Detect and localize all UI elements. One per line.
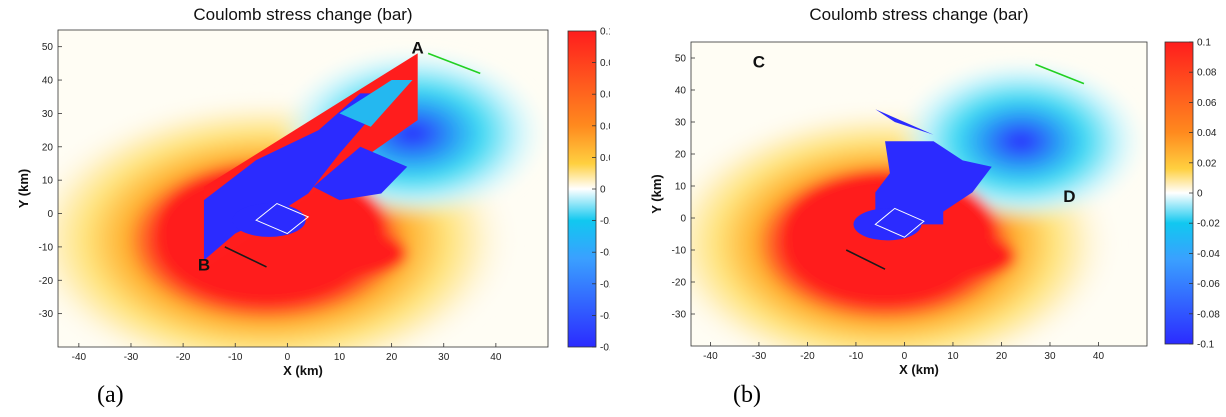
- colorbar-tick-label: -0.06: [1197, 279, 1220, 290]
- x-tick-label: 30: [1044, 351, 1056, 362]
- x-tick-label: -30: [752, 351, 767, 362]
- panel-a: A B Coulomb stress change (bar) -40 -30 -20 -1…: [0, 0, 623, 412]
- rupture-patch: [232, 203, 306, 237]
- colorbar-tick-label: -0.08: [600, 311, 610, 322]
- y-axis-label: Y (km): [16, 169, 31, 209]
- y-tick-label: 50: [675, 54, 687, 65]
- y-tick-label: -20: [672, 278, 687, 289]
- panel-a-caption: (a): [97, 382, 124, 408]
- y-tick-label: -30: [39, 309, 54, 320]
- x-tick-label: 0: [285, 352, 291, 363]
- colorbar-tick-label: 0.1: [1197, 38, 1211, 49]
- x-tick-label: 20: [996, 351, 1008, 362]
- x-tick-label: 10: [947, 351, 959, 362]
- fault-line-1: [1035, 63, 1085, 85]
- y-tick-label: 40: [42, 76, 54, 87]
- y-tick-label: 30: [675, 118, 687, 129]
- plot-frame: [57, 29, 549, 348]
- colorbar-tick-label: 0: [600, 185, 606, 196]
- x-tick-label: 0: [902, 351, 908, 362]
- section-point-D: D: [1063, 187, 1075, 206]
- colorbar-tick-label: -0.02: [600, 216, 610, 227]
- section-point-C: C: [753, 53, 765, 72]
- colorbar: [567, 30, 597, 348]
- y-tick-label: 10: [42, 176, 54, 187]
- coulomb-stress-map-b: C D Coulomb stress change (bar) -40 -30 -20 -1…: [649, 5, 1220, 377]
- y-tick-label: 30: [42, 109, 54, 120]
- colorbar-tick-label: -0.04: [600, 248, 610, 259]
- positive-core-east: [303, 230, 408, 277]
- y-tick-label: 20: [42, 142, 54, 153]
- fault-line-2: [845, 249, 886, 270]
- y-tick-label: 0: [47, 209, 53, 220]
- x-tick-label: 10: [334, 352, 346, 363]
- colorbar-tick-label: -0.08: [1197, 309, 1220, 320]
- colorbar-tick-label: 0.08: [1197, 68, 1217, 79]
- fault-plane-outline: [255, 202, 310, 235]
- colorbar-tick-label: 0.02: [1197, 158, 1217, 169]
- y-tick-label: 50: [42, 42, 54, 53]
- colorbar-tick-label: 0.04: [1197, 128, 1217, 139]
- y-tick-label: -20: [39, 276, 54, 287]
- colorbar-tick-label: -0.1: [600, 343, 610, 354]
- colorbar-tick-label: -0.1: [1197, 340, 1215, 351]
- colorbar: [1164, 41, 1194, 345]
- colorbar-tick-label: 0.1: [600, 27, 610, 38]
- coulomb-stress-map-a: A B Coulomb stress change (bar) -40 -30 -20 -1…: [16, 5, 623, 378]
- colorbar-tick-label: -0.04: [1197, 249, 1220, 260]
- x-axis-label: X (km): [283, 363, 323, 378]
- colorbar-tick-label: 0.08: [600, 58, 610, 69]
- x-tick-label: 20: [386, 352, 398, 363]
- y-tick-label: 20: [675, 150, 687, 161]
- chart-title: Coulomb stress change (bar): [809, 5, 1028, 24]
- y-tick-label: -10: [672, 246, 687, 257]
- y-tick-label: -30: [672, 310, 687, 321]
- colorbar-tick-label: -0.06: [600, 279, 610, 290]
- panel-b: C D Coulomb stress change (bar) -40 -30 -20 -1…: [612, 0, 1226, 412]
- plot-frame: [690, 41, 1148, 347]
- slice-negative-lobe: [313, 146, 408, 201]
- colorbar-tick-label: 0.06: [600, 90, 610, 101]
- x-tick-label: -20: [800, 351, 815, 362]
- section-point-B: B: [198, 255, 210, 274]
- x-tick-label: 30: [438, 352, 450, 363]
- colorbar-tick-label: 0.04: [600, 121, 610, 132]
- colorbar-tick-label: 0.06: [1197, 98, 1217, 109]
- panel-b-caption: (b): [733, 382, 761, 408]
- y-tick-label: 40: [675, 86, 687, 97]
- fault-plane-outline: [874, 207, 925, 238]
- fault-line-2: [224, 246, 267, 268]
- x-tick-label: -20: [176, 352, 191, 363]
- x-tick-label: -40: [72, 352, 87, 363]
- stress-field: [691, 58, 1147, 346]
- y-tick-label: 10: [675, 182, 687, 193]
- x-tick-label: -30: [124, 352, 139, 363]
- colorbar-tick-label: 0.02: [600, 153, 610, 164]
- x-tick-label: -10: [849, 351, 864, 362]
- colorbar-tick-label: -0.02: [1197, 219, 1220, 230]
- x-axis-label: X (km): [899, 362, 939, 377]
- slice-negative-wedge: [875, 141, 992, 225]
- section-point-A: A: [412, 38, 424, 57]
- y-axis-label: Y (km): [649, 174, 664, 214]
- fault-line-1: [427, 52, 481, 75]
- y-tick-label: -10: [39, 242, 54, 253]
- chart-title: Coulomb stress change (bar): [193, 5, 412, 24]
- slice-cyan-band: [339, 80, 413, 127]
- rupture-patch: [853, 208, 922, 241]
- x-tick-label: -10: [228, 352, 243, 363]
- colorbar-tick-label: 0: [1197, 189, 1203, 200]
- x-tick-label: -40: [703, 351, 718, 362]
- positive-core-east: [919, 234, 1017, 279]
- x-tick-label: 40: [490, 352, 502, 363]
- y-tick-label: 0: [680, 214, 686, 225]
- stress-field: [58, 46, 548, 347]
- x-tick-label: 40: [1093, 351, 1105, 362]
